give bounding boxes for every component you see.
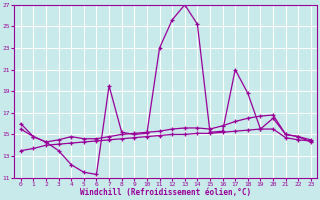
X-axis label: Windchill (Refroidissement éolien,°C): Windchill (Refroidissement éolien,°C) [80, 188, 252, 197]
